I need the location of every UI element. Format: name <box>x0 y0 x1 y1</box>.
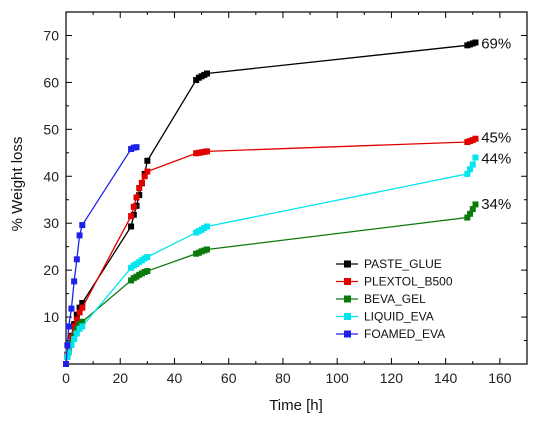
value-annotation: 34% <box>481 196 511 213</box>
data-point <box>79 323 86 330</box>
data-point <box>65 349 72 356</box>
legend-item: PASTE_GLUE <box>336 257 442 271</box>
data-point <box>65 323 72 330</box>
data-point <box>144 253 151 260</box>
x-axis-title: Time [h] <box>269 397 323 414</box>
data-point <box>73 330 80 337</box>
x-tick-label: 140 <box>434 370 458 386</box>
legend-item: BEVA_GEL <box>336 292 426 306</box>
series-layer <box>63 39 479 367</box>
legend: PASTE_GLUE PLEXTOL_B500 BEVA_GEL LIQUID_EVA… <box>336 257 453 341</box>
data-point <box>64 353 71 360</box>
x-tick-label: 120 <box>380 370 404 386</box>
data-point <box>204 246 211 253</box>
data-point <box>133 144 140 151</box>
x-tick-label: 80 <box>275 370 291 386</box>
x-tick-label: 60 <box>221 370 237 386</box>
data-point <box>130 203 137 210</box>
annotation-layer: 69% 45% 44% 34% <box>481 35 511 213</box>
legend-label: LIQUID_EVA <box>364 310 434 324</box>
legend-marker <box>344 295 351 303</box>
data-point <box>79 299 86 306</box>
series-liquid-eva <box>63 154 479 367</box>
data-point <box>467 166 474 173</box>
data-point <box>133 194 140 201</box>
data-point <box>144 168 151 175</box>
data-point <box>79 304 86 311</box>
data-point <box>73 256 80 263</box>
y-tick-label: 70 <box>43 27 59 43</box>
legend-label: PLEXTOL_B500 <box>364 275 453 289</box>
x-tick-label: 160 <box>488 370 512 386</box>
data-point <box>138 179 145 186</box>
data-point <box>65 345 72 352</box>
data-point <box>71 336 78 343</box>
x-axis-ticks: 0 20 40 60 80 100 120 140 160 <box>62 12 512 386</box>
legend-label: FOAMED_EVA <box>364 327 445 341</box>
data-point <box>204 148 211 155</box>
data-point <box>464 170 471 177</box>
plot-frame <box>65 11 528 365</box>
data-point <box>472 201 479 208</box>
data-point <box>73 316 80 323</box>
x-tick-label: 0 <box>62 370 70 386</box>
data-point <box>71 278 78 285</box>
value-annotation: 45% <box>481 129 511 146</box>
data-point <box>144 157 151 164</box>
value-annotation: 69% <box>481 35 511 52</box>
y-axis-title: % Weight loss <box>9 137 26 232</box>
y-axis-ticks: 10 20 30 40 50 60 70 <box>43 27 527 342</box>
data-point <box>64 342 71 349</box>
value-annotation: 44% <box>481 150 511 167</box>
data-point <box>469 206 476 213</box>
data-point <box>204 70 211 77</box>
data-point <box>472 154 479 161</box>
legend-marker <box>344 278 351 285</box>
x-tick-label: 40 <box>167 370 183 386</box>
y-tick-label: 20 <box>43 262 59 278</box>
data-point <box>79 222 86 229</box>
data-point <box>472 39 479 46</box>
y-tick-label: 50 <box>43 121 59 137</box>
series-foamed-eva <box>63 144 140 367</box>
data-point <box>464 214 471 221</box>
x-tick-label: 20 <box>112 370 128 386</box>
y-tick-label: 60 <box>43 74 59 90</box>
legend-marker <box>344 313 351 320</box>
data-point <box>79 318 86 325</box>
legend-item: PLEXTOL_B500 <box>336 275 453 289</box>
legend-item: FOAMED_EVA <box>336 327 445 341</box>
data-point <box>128 213 135 220</box>
data-point <box>144 268 151 275</box>
data-point <box>63 361 69 367</box>
data-point <box>472 135 479 142</box>
data-point <box>76 232 83 239</box>
y-tick-label: 10 <box>43 309 59 325</box>
data-point <box>76 309 83 316</box>
data-point <box>204 223 211 230</box>
data-point <box>141 173 148 180</box>
legend-label: PASTE_GLUE <box>364 257 442 271</box>
legend-marker <box>344 260 351 268</box>
y-tick-label: 30 <box>43 215 59 231</box>
data-point <box>469 161 476 168</box>
data-point <box>68 305 75 312</box>
legend-item: LIQUID_EVA <box>336 310 434 324</box>
data-point <box>68 342 75 349</box>
legend-marker <box>344 330 351 338</box>
data-point <box>136 185 143 191</box>
legend-label: BEVA_GEL <box>364 292 426 306</box>
plot-area <box>65 11 528 365</box>
x-tick-label: 100 <box>325 370 349 386</box>
data-point <box>467 210 474 217</box>
data-point <box>128 223 135 230</box>
y-tick-label: 40 <box>43 168 59 184</box>
